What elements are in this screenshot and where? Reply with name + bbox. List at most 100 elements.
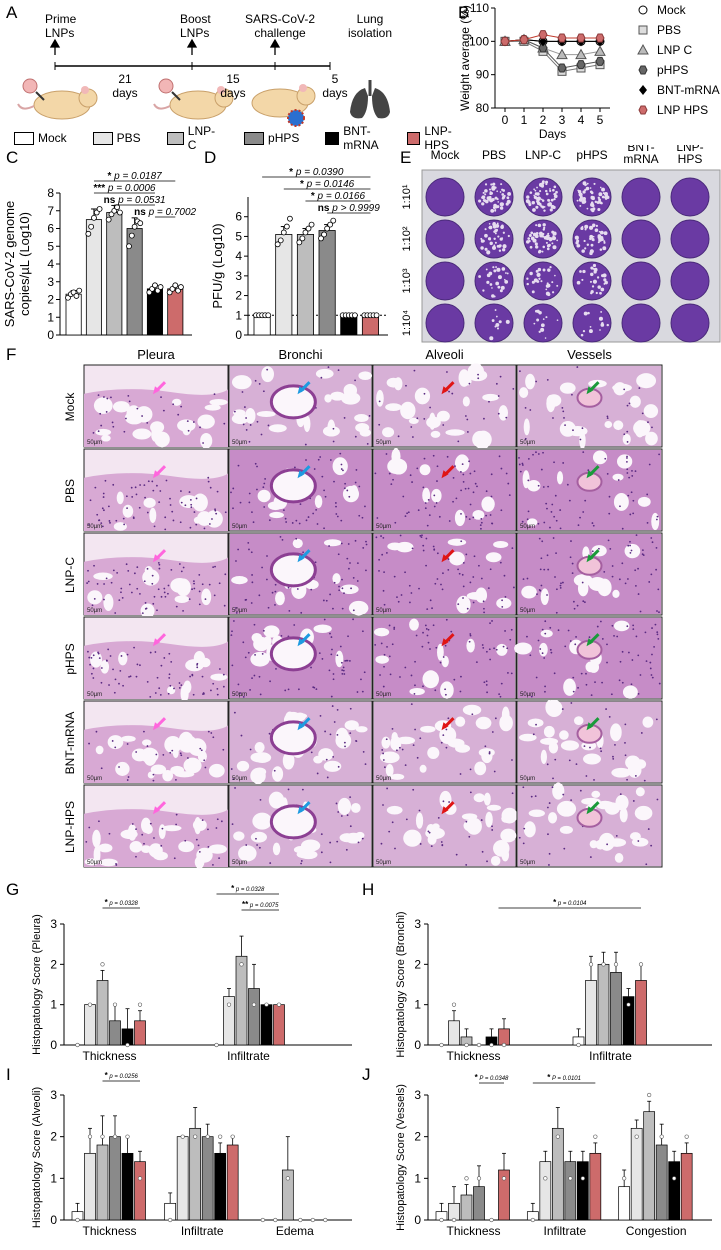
alveolar-space — [447, 538, 467, 546]
plaque — [603, 278, 607, 282]
nucleus — [626, 455, 628, 458]
alveolar-space — [335, 650, 344, 668]
alveolar-space — [144, 566, 153, 575]
data-point — [451, 1002, 457, 1007]
nucleus — [299, 503, 302, 506]
plaque — [490, 208, 495, 213]
nucleus — [444, 644, 447, 647]
nucleus — [356, 562, 359, 565]
nucleus — [474, 482, 477, 485]
nucleus — [646, 493, 649, 496]
nucleus — [263, 482, 266, 485]
nucleus — [216, 688, 219, 690]
scale-bar-label: 50µm — [520, 860, 535, 866]
nucleus — [391, 821, 394, 824]
plaque — [584, 184, 587, 187]
nucleus — [376, 517, 379, 519]
nucleus — [499, 375, 502, 378]
data-point — [273, 1217, 278, 1223]
nucleus — [569, 556, 572, 559]
alveolar-space — [120, 829, 138, 839]
data-point — [137, 220, 144, 227]
plaque — [506, 196, 510, 200]
nucleus — [508, 494, 511, 497]
plaque — [527, 237, 531, 240]
plaque — [526, 282, 529, 286]
nucleus — [291, 522, 294, 524]
data-point — [530, 1217, 535, 1223]
alveolar-space — [540, 749, 547, 764]
nucleus — [191, 588, 193, 591]
nucleus — [332, 673, 335, 675]
nucleus — [368, 415, 371, 417]
nucleus — [468, 460, 470, 463]
plaque — [484, 193, 487, 196]
nucleus — [301, 788, 304, 791]
nucleus — [497, 412, 500, 415]
scale-bar-label: 50µm — [520, 692, 535, 698]
nucleus — [537, 522, 540, 525]
nucleus — [641, 549, 644, 552]
nucleus — [251, 581, 254, 584]
nucleus — [106, 397, 109, 400]
nucleus — [442, 800, 445, 803]
plaque — [537, 267, 542, 272]
nucleus — [184, 839, 187, 842]
nucleus — [363, 671, 366, 674]
scale-bar-label: 50µm — [87, 440, 102, 446]
nucleus — [584, 499, 587, 502]
nucleus — [131, 496, 134, 498]
plaque — [599, 248, 603, 251]
nucleus — [388, 624, 391, 627]
alveolar-space — [386, 377, 401, 388]
nucleus — [196, 666, 199, 669]
bar — [164, 1202, 177, 1221]
alveolar-space — [636, 373, 657, 389]
nucleus — [629, 544, 632, 547]
nucleus — [606, 417, 609, 420]
nucleus — [143, 580, 146, 583]
legend-item: pHPS — [244, 131, 299, 145]
plaque — [592, 279, 598, 284]
plaque — [538, 277, 541, 280]
nucleus — [428, 514, 431, 517]
nucleus — [629, 540, 631, 543]
nucleus — [466, 431, 469, 433]
plaque — [549, 266, 552, 269]
plaque — [590, 243, 594, 247]
plaque — [551, 281, 554, 284]
nucleus — [342, 469, 344, 472]
nucleus — [494, 717, 497, 720]
histology-image — [83, 448, 229, 532]
nucleus — [393, 575, 396, 578]
nucleus — [192, 580, 195, 583]
nucleus — [555, 588, 558, 591]
alveolar-space — [178, 841, 195, 853]
arrow-head — [297, 806, 305, 815]
data-point — [131, 223, 138, 230]
nucleus — [241, 391, 244, 393]
nucleus — [378, 423, 381, 426]
nucleus — [632, 800, 635, 802]
alveolar-space — [613, 420, 624, 431]
nucleus — [340, 815, 343, 817]
nucleus — [164, 528, 167, 531]
nucleus — [349, 707, 352, 710]
data-point — [302, 229, 309, 236]
legend-swatch — [406, 131, 421, 145]
nucleus — [526, 577, 529, 580]
nucleus — [293, 466, 296, 469]
scale-bar-label: 50µm — [232, 860, 247, 866]
plaque — [540, 327, 545, 332]
nucleus — [375, 536, 378, 539]
nucleus — [650, 844, 653, 847]
y-tick-label: 5 — [47, 239, 54, 253]
panel-label-h: H — [362, 880, 375, 899]
alveolar-space — [251, 632, 263, 643]
nucleus — [505, 416, 508, 419]
nucleus — [118, 766, 120, 768]
nucleus — [327, 366, 330, 369]
plaque — [484, 233, 488, 238]
marker-circle — [638, 5, 648, 15]
alveolar-space — [573, 574, 593, 587]
